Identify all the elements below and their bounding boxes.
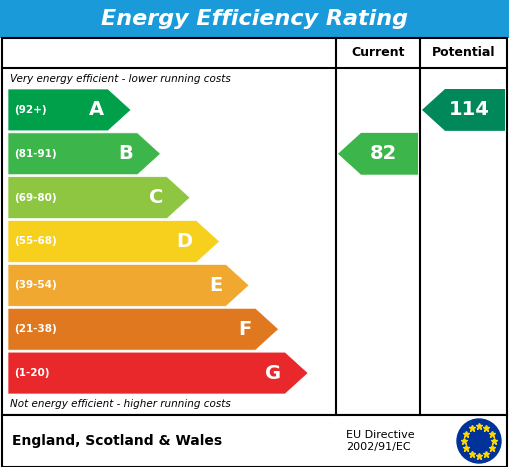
Polygon shape bbox=[8, 264, 249, 306]
Text: (81-91): (81-91) bbox=[14, 149, 56, 159]
Text: (92+): (92+) bbox=[14, 105, 47, 115]
Polygon shape bbox=[8, 177, 190, 219]
Text: G: G bbox=[265, 364, 281, 382]
Text: F: F bbox=[238, 320, 251, 339]
Polygon shape bbox=[8, 220, 219, 262]
Text: C: C bbox=[149, 188, 163, 207]
Bar bbox=[0, 0, 509, 38]
Text: D: D bbox=[177, 232, 192, 251]
Polygon shape bbox=[338, 133, 418, 175]
Text: EU Directive
2002/91/EC: EU Directive 2002/91/EC bbox=[346, 430, 415, 452]
Text: (21-38): (21-38) bbox=[14, 324, 56, 334]
Text: Very energy efficient - lower running costs: Very energy efficient - lower running co… bbox=[10, 74, 231, 84]
Polygon shape bbox=[8, 133, 160, 175]
Text: England, Scotland & Wales: England, Scotland & Wales bbox=[12, 434, 222, 448]
Text: Not energy efficient - higher running costs: Not energy efficient - higher running co… bbox=[10, 399, 231, 409]
Polygon shape bbox=[8, 89, 131, 131]
Circle shape bbox=[457, 419, 501, 463]
Polygon shape bbox=[8, 352, 308, 394]
Text: (39-54): (39-54) bbox=[14, 280, 56, 290]
Text: B: B bbox=[119, 144, 133, 163]
Bar bbox=[2, 415, 507, 467]
Text: 114: 114 bbox=[449, 100, 490, 120]
Bar bbox=[2, 38, 507, 415]
Text: (1-20): (1-20) bbox=[14, 368, 49, 378]
Text: 82: 82 bbox=[370, 144, 398, 163]
Text: Potential: Potential bbox=[432, 47, 495, 59]
Text: (69-80): (69-80) bbox=[14, 193, 56, 203]
Text: (55-68): (55-68) bbox=[14, 236, 56, 247]
Text: A: A bbox=[89, 100, 104, 120]
Polygon shape bbox=[8, 308, 278, 350]
Text: Current: Current bbox=[351, 47, 405, 59]
Polygon shape bbox=[422, 89, 505, 131]
Text: E: E bbox=[209, 276, 222, 295]
Text: Energy Efficiency Rating: Energy Efficiency Rating bbox=[101, 9, 408, 29]
